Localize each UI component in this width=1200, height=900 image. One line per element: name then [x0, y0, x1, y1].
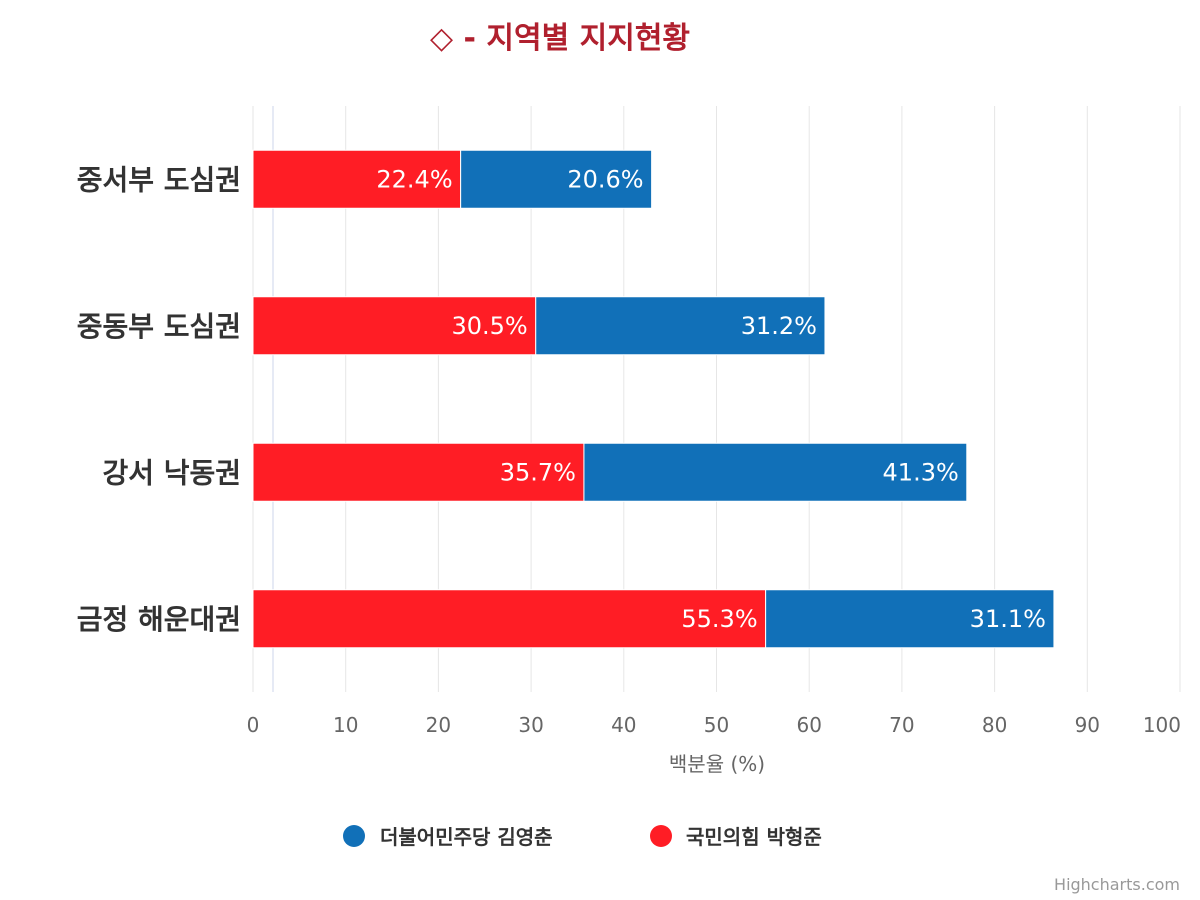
- data-label-0-1: 30.5%: [451, 312, 527, 340]
- x-axis-ticks: 0 10 20 30 40 50 60 70 80 90 100: [247, 713, 1181, 737]
- x-tick-label-1: 10: [333, 713, 358, 737]
- data-label-1-3: 31.1%: [970, 605, 1046, 633]
- bar-blue-1[interactable]: [535, 296, 826, 356]
- bar-red-0[interactable]: [252, 149, 462, 209]
- data-label-1-2: 41.3%: [883, 458, 959, 486]
- data-labels: 22.4% 20.6% 30.5% 31.2% 35.7% 41.3% 55.3% 31.1%: [376, 165, 1046, 633]
- category-label-2: 강서 낙동권: [102, 456, 241, 489]
- data-label-1-0: 20.6%: [567, 165, 643, 193]
- category-label-1: 중동부 도심권: [77, 310, 241, 343]
- legend-label-0: 더불어민주당 김영춘: [380, 825, 553, 849]
- legend-label-1: 국민의힘 박형준: [686, 825, 822, 849]
- legend-marker-1: [650, 825, 672, 847]
- legend-marker-0: [343, 825, 365, 847]
- legend: 더불어민주당 김영춘 국민의힘 박형준: [343, 825, 822, 849]
- credits-link[interactable]: Highcharts.com: [1054, 875, 1180, 894]
- legend-item-0[interactable]: 더불어민주당 김영춘: [343, 825, 553, 849]
- category-label-0: 중서부 도심권: [77, 163, 241, 196]
- category-label-3: 금정 해운대권: [77, 603, 241, 636]
- data-label-0-3: 55.3%: [681, 605, 757, 633]
- x-tick-label-7: 70: [889, 713, 914, 737]
- bar-red-3[interactable]: [252, 589, 767, 649]
- x-tick-label-6: 60: [796, 713, 821, 737]
- x-tick-label-2: 20: [426, 713, 451, 737]
- bars: [252, 149, 1055, 649]
- bar-blue-2[interactable]: [583, 442, 968, 502]
- x-tick-label-5: 50: [704, 713, 729, 737]
- legend-item-1[interactable]: 국민의힘 박형준: [650, 825, 822, 849]
- x-tick-label-4: 40: [611, 713, 636, 737]
- x-axis-title: 백분율 (%): [669, 752, 765, 776]
- data-label-0-2: 35.7%: [500, 458, 576, 486]
- data-label-1-1: 31.2%: [741, 312, 817, 340]
- bar-blue-3[interactable]: [765, 589, 1055, 649]
- chart-title: ◇ - 지역별 지지현황: [430, 21, 690, 56]
- data-label-0-0: 22.4%: [376, 165, 452, 193]
- x-tick-label-10: 100: [1143, 713, 1181, 737]
- bar-red-1[interactable]: [252, 296, 537, 356]
- bar-blue-0[interactable]: [460, 149, 653, 209]
- x-tick-label-0: 0: [247, 713, 260, 737]
- bar-red-2[interactable]: [252, 442, 585, 502]
- x-tick-label-9: 90: [1075, 713, 1100, 737]
- x-tick-label-8: 80: [982, 713, 1007, 737]
- x-tick-label-3: 30: [518, 713, 543, 737]
